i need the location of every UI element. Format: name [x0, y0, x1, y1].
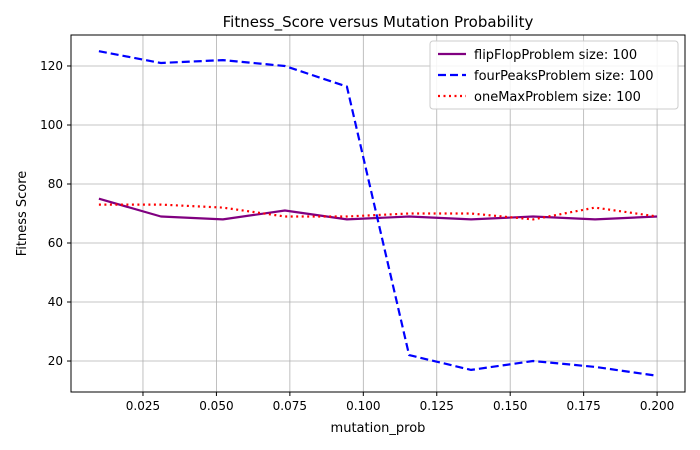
x-tick-label: 0.075	[273, 399, 307, 413]
legend-box	[429, 40, 679, 110]
y-tick-label: 60	[48, 236, 63, 250]
y-axis-title: Fitness Score	[15, 171, 30, 257]
y-tick-label: 20	[48, 354, 63, 368]
legend-label-3: oneMaxProblem size: 100	[474, 90, 641, 105]
x-tick-label: 0.200	[640, 399, 674, 413]
y-tick-label: 120	[40, 59, 63, 73]
x-tick-label: 0.100	[346, 399, 380, 413]
x-axis-title: mutation_prob	[331, 421, 426, 436]
legend-label-1: flipFlopProblem size: 100	[474, 48, 637, 63]
x-tick-label: 0.125	[420, 399, 454, 413]
series-lines	[98, 50, 658, 377]
x-tick-label: 0.175	[566, 399, 600, 413]
x-tick-label: 0.150	[493, 399, 527, 413]
x-tick-label: 0.050	[199, 399, 233, 413]
y-tick-label: 100	[40, 118, 63, 132]
y-tick-label: 40	[48, 295, 63, 309]
series-line-2	[98, 50, 658, 377]
plot-area-frame	[70, 34, 686, 393]
legend-label-2: fourPeaksProblem size: 100	[474, 69, 654, 84]
axis-ticks: 0.025 0.050 0.075 0.100 0.125 0.150 0.175 0.200…	[40, 59, 674, 413]
y-tick-label: 80	[48, 177, 63, 191]
legend: flipFlopProblem size: 100 fourPeaksProble…	[429, 40, 679, 110]
x-tick-label: 0.025	[126, 399, 160, 413]
chart-title: Fitness_Score versus Mutation Probabilit…	[223, 13, 534, 32]
